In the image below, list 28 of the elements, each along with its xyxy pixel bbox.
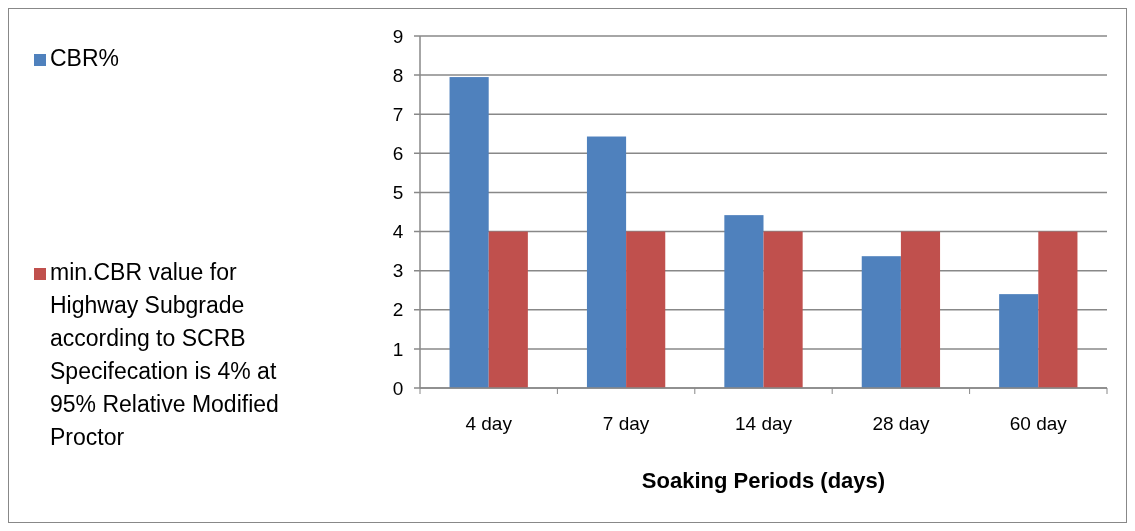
x-tick-label: 60 day [1009,413,1068,434]
y-tick-label: 6 [392,142,404,164]
x-tick-label: 7 day [602,413,650,434]
legend-label: CBR% [50,45,120,71]
x-tick-label: 28 day [872,413,930,434]
legend-label: min.CBR value for Highway Subgrade according to SCRB Specifecation is 4% at 95% Relative Modified Proctor [50,259,279,450]
bar [488,231,528,388]
y-tick-label: 0 [392,377,404,399]
bar [724,215,764,388]
y-tick-label: 2 [392,299,404,321]
y-tick-label: 4 [392,221,404,243]
y-tick-label: 9 [392,25,404,47]
y-tick-label: 5 [392,182,404,204]
bar [861,256,901,388]
bar [900,231,941,388]
y-tick-label: 8 [392,64,404,86]
x-axis-title: Soaking Periods (days) [641,468,886,493]
bar [763,231,803,388]
bar [626,231,666,388]
x-tick-label: 4 day [465,413,513,434]
bar [586,136,627,388]
x-tick-label: 14 day [734,413,793,434]
bar [449,77,489,388]
bar [999,294,1039,388]
bar [1038,231,1078,388]
y-tick-label: 3 [392,260,404,282]
y-tick-label: 7 [392,103,404,125]
y-tick-label: 1 [392,338,404,360]
